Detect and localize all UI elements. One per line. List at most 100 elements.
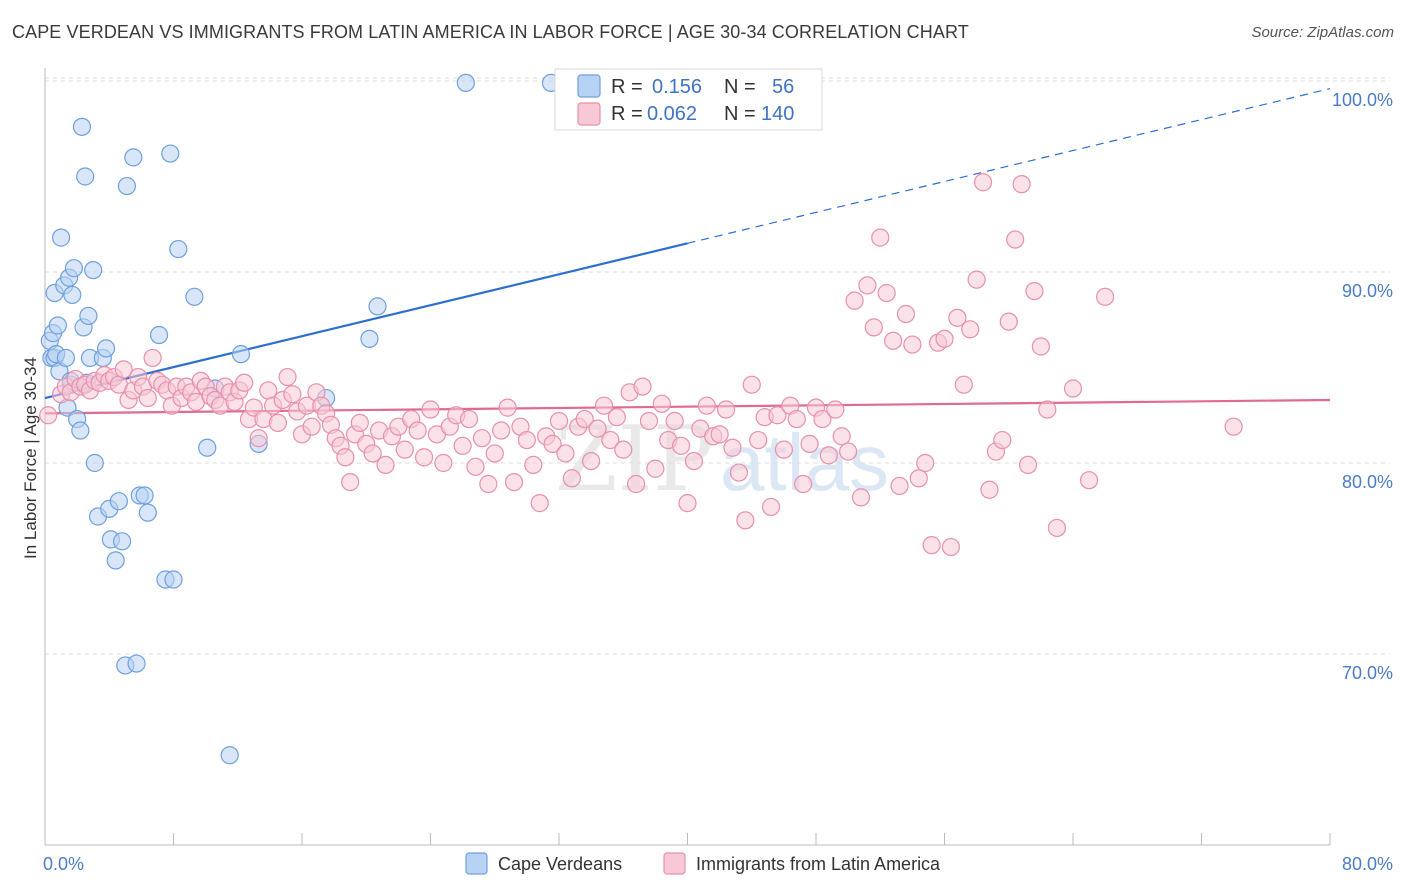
- latin-america-point: [851, 488, 871, 507]
- latin-america-point: [235, 373, 254, 392]
- cape-verdean-trendline: [44, 242, 688, 400]
- latin-america-point: [819, 446, 838, 465]
- latin-america-point: [626, 474, 646, 494]
- cape-verdean-point: [71, 421, 90, 440]
- latin-america-point: [1025, 282, 1044, 301]
- cape-verdean-point: [51, 228, 71, 247]
- latin-america-point: [794, 474, 813, 494]
- latin-america-point: [1079, 471, 1099, 490]
- latin-america-point: [697, 396, 716, 415]
- cape-verdean-point: [164, 570, 183, 589]
- latin-america-point: [903, 335, 922, 354]
- latin-america-point: [800, 434, 819, 453]
- cape-verdean-point: [161, 144, 180, 163]
- gridlines: [45, 77, 1390, 655]
- latin-america-point: [1096, 287, 1115, 306]
- latin-america-point: [607, 408, 626, 427]
- legend-n-label: N =: [724, 76, 756, 98]
- cape-verdean-point: [63, 285, 82, 305]
- bottom-legend-label: Immigrants from Latin America: [696, 854, 941, 874]
- cape-verdean-trendline-extension: [687, 88, 1331, 244]
- cape-verdean-point: [96, 339, 116, 358]
- chart-title: CAPE VERDEAN VS IMMIGRANTS FROM LATIN AM…: [12, 22, 969, 42]
- legend-r-label: R =: [611, 103, 643, 125]
- latin-america-point: [601, 430, 620, 450]
- cape-verdean-point: [85, 453, 104, 473]
- latin-america-point: [973, 173, 993, 192]
- latin-america-point: [864, 318, 883, 337]
- latin-america-point: [421, 400, 440, 419]
- y-axis-label: In Labor Force | Age 30-34: [21, 357, 40, 559]
- cape-verdean-point: [48, 316, 67, 335]
- latin-america-point: [1063, 379, 1083, 398]
- latin-america-point: [556, 444, 575, 463]
- legend-n-value: 56: [772, 76, 794, 98]
- latin-america-point: [652, 394, 671, 413]
- latin-america-point: [633, 377, 652, 396]
- latin-america-point: [341, 473, 360, 492]
- cape-verdean-point: [56, 348, 75, 368]
- latin-america-point: [761, 497, 781, 517]
- latin-america-point: [395, 440, 414, 459]
- latin-america-point: [909, 469, 928, 488]
- latin-america-point: [485, 444, 504, 463]
- legend-r-value: 0.156: [652, 76, 702, 98]
- y-tick-label: 70.0%: [1342, 663, 1393, 683]
- cape-verdean-point: [185, 287, 204, 306]
- cape-verdean-point: [72, 117, 92, 136]
- latin-america-point: [832, 427, 851, 446]
- latin-america-point: [941, 537, 961, 557]
- latin-america-point: [466, 457, 485, 476]
- latin-america-point: [999, 312, 1018, 331]
- legend-n-label: N =: [724, 103, 756, 125]
- latin-america-point: [350, 413, 369, 432]
- latin-america-point: [896, 304, 916, 324]
- latin-america-point: [845, 291, 864, 310]
- latin-america-point: [916, 453, 935, 473]
- latin-america-point: [472, 429, 491, 448]
- latin-america-point: [736, 511, 755, 530]
- latin-america-point: [249, 429, 268, 448]
- latin-america-point: [268, 413, 288, 432]
- x-tick-labels: 0.0% 80.0%: [43, 854, 1393, 874]
- cape-verdean-point: [198, 438, 217, 457]
- latin-america-point: [639, 411, 659, 431]
- cape-verdean-point: [135, 486, 154, 505]
- y-tick-label: 80.0%: [1342, 472, 1393, 492]
- legend-r-value: 0.062: [647, 103, 697, 125]
- latin-america-point: [839, 442, 858, 461]
- cape-verdean-point: [124, 148, 143, 167]
- latin-america-point: [1031, 337, 1050, 356]
- latin-america-point: [749, 430, 768, 450]
- latin-america-point: [826, 400, 845, 419]
- cape-verdean-point: [138, 503, 157, 522]
- legend-swatch-pink: [577, 102, 601, 126]
- latin-america-point: [1012, 175, 1031, 194]
- legend: R = 0.156 N = 56 R = 0.062 N = 140: [554, 68, 823, 131]
- latin-america-point: [588, 419, 607, 438]
- bottom-legend-label: Cape Verdeans: [498, 854, 622, 874]
- latin-america-point: [787, 409, 806, 429]
- latin-america-point: [549, 411, 569, 431]
- latin-america-point: [723, 438, 742, 457]
- latin-america-point: [517, 430, 536, 450]
- latin-america-point: [524, 455, 543, 475]
- latin-america-point: [376, 455, 395, 475]
- latin-america-point: [259, 381, 278, 400]
- cape-verdean-point: [368, 297, 387, 316]
- cape-verdean-point: [117, 176, 137, 196]
- legend-swatch-blue: [577, 74, 601, 98]
- latin-america-point: [575, 409, 594, 429]
- cape-verdean-point: [231, 345, 251, 364]
- y-tick-labels: 70.0% 80.0% 90.0% 100.0%: [1332, 90, 1393, 683]
- latin-america-point: [890, 476, 909, 496]
- x-tick-label: 80.0%: [1342, 854, 1393, 874]
- latin-america-point: [671, 436, 691, 455]
- cape-verdean-point: [169, 239, 188, 259]
- latin-america-point: [710, 425, 729, 444]
- bottom-legend-swatch-pink: [663, 852, 686, 875]
- latin-america-point: [1047, 518, 1067, 538]
- latin-america-point: [716, 400, 736, 419]
- latin-america-point: [678, 494, 697, 513]
- latin-america-point: [302, 417, 321, 436]
